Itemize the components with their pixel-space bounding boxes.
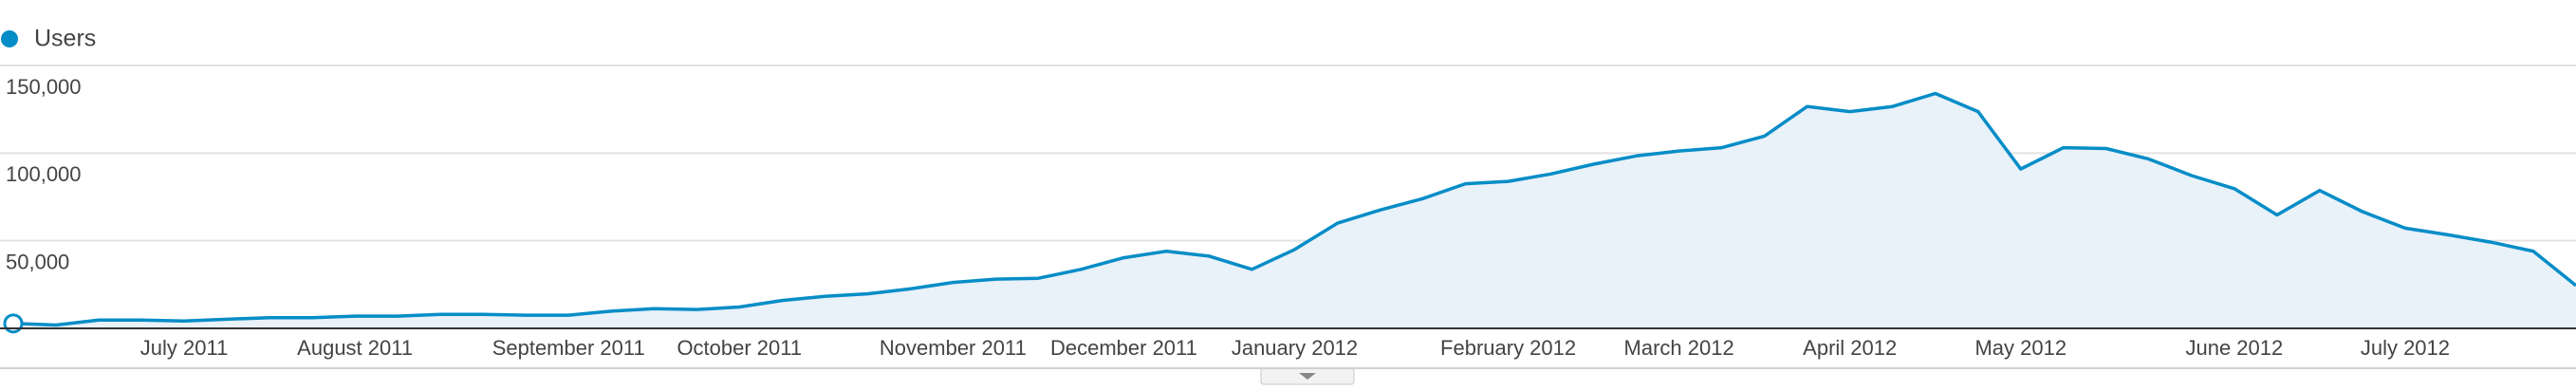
x-tick-label: June 2012	[2185, 336, 2283, 360]
x-tick-label: January 2012	[1232, 336, 1358, 360]
point-marker	[3, 313, 24, 334]
x-tick-label: September 2011	[492, 336, 645, 360]
x-tick-label: February 2012	[1440, 336, 1576, 360]
y-tick-label: 150,000	[6, 75, 82, 99]
y-tick-label: 50,000	[6, 250, 69, 273]
x-tick-label: July 2012	[2361, 336, 2450, 360]
x-tick-label: October 2011	[676, 336, 802, 360]
x-tick-label: May 2012	[1974, 336, 2066, 360]
x-tick-label: December 2011	[1050, 336, 1197, 360]
x-tick-label: March 2012	[1624, 336, 1734, 360]
y-tick-label: 100,000	[6, 162, 82, 186]
legend-label: Users	[34, 26, 96, 52]
legend-swatch	[1, 30, 18, 47]
x-tick-label: April 2012	[1803, 336, 1897, 360]
x-tick-label: November 2011	[880, 336, 1027, 360]
line	[12, 91, 2576, 327]
area-fill	[13, 93, 2576, 328]
x-tick-label: July 2011	[140, 336, 229, 360]
collapse-arrow[interactable]	[1299, 373, 1316, 380]
x-tick-label: August 2011	[297, 336, 413, 360]
